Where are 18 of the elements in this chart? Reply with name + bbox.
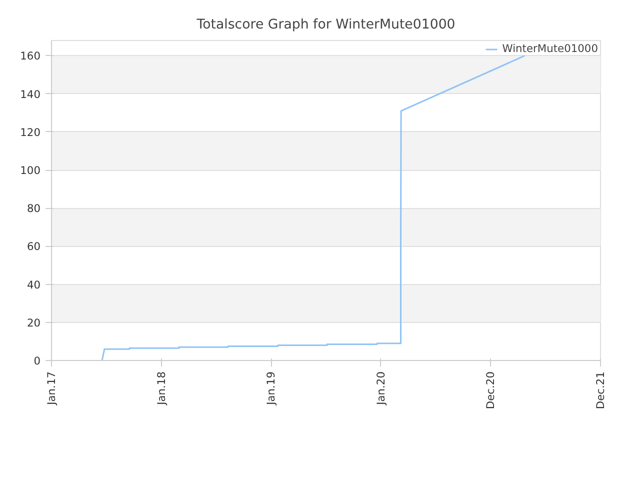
y-tick-label: 140 <box>20 88 41 101</box>
legend-label: WinterMute01000 <box>502 42 598 55</box>
y-tick-label: 100 <box>20 164 41 178</box>
x-tick-label: Jan.19 <box>264 371 278 406</box>
x-tick-label: Jan.20 <box>374 371 388 406</box>
line-series <box>101 54 526 360</box>
x-tick-label: Dec.21 <box>594 371 607 410</box>
y-tick-label: 120 <box>20 126 41 139</box>
x-tick-label: Dec.20 <box>484 371 498 410</box>
y-tick-label: 60 <box>26 240 41 254</box>
y-tick-label: 80 <box>26 202 41 216</box>
x-tick-label: Jan.18 <box>154 371 168 406</box>
y-tick-label: 40 <box>26 278 41 292</box>
x-tick-label: Jan.17 <box>45 372 58 406</box>
chart-title: Totalscore Graph for WinterMute01000 <box>196 18 456 32</box>
y-tick-label: 160 <box>20 50 41 63</box>
y-tick-label: 20 <box>26 316 41 330</box>
y-tick-label: 0 <box>34 354 41 368</box>
